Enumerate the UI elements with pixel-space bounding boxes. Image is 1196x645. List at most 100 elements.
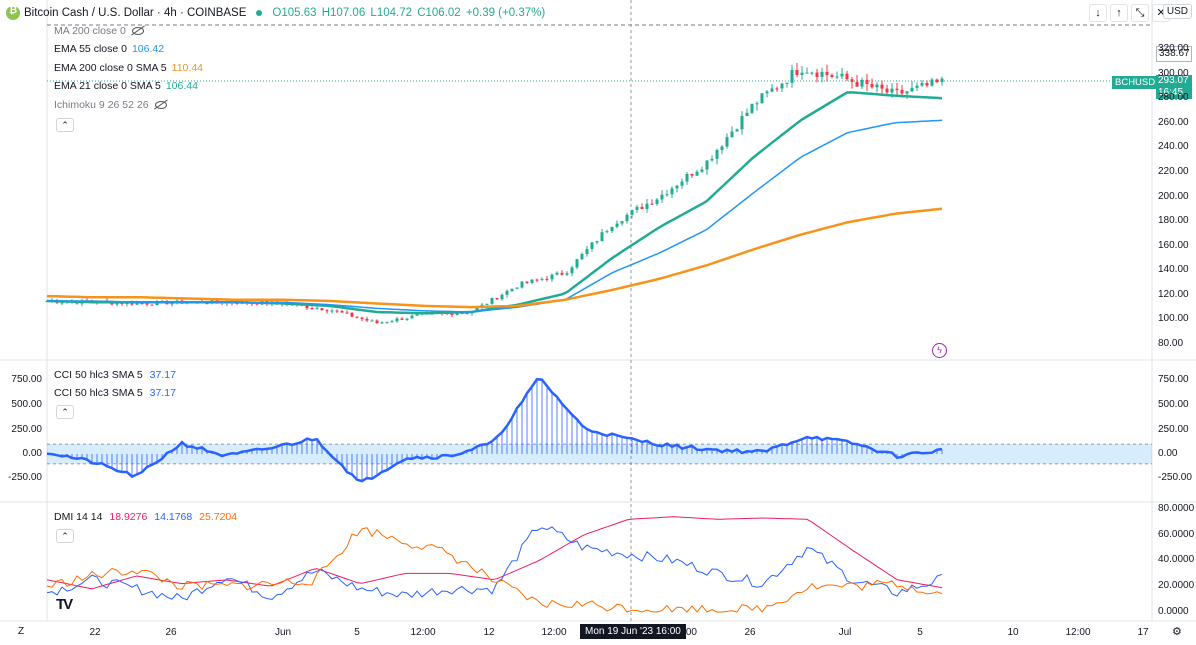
candle-body bbox=[750, 103, 754, 113]
candle-body bbox=[740, 116, 744, 130]
event-bolt-icon[interactable]: ϟ bbox=[932, 343, 947, 358]
legend-label: EMA 200 close 0 SMA 5 bbox=[54, 61, 167, 74]
candle-body bbox=[530, 279, 534, 283]
candle-body bbox=[885, 88, 889, 93]
z-label[interactable]: Z bbox=[18, 626, 25, 637]
candle-body bbox=[675, 185, 679, 189]
collapse-cci-legend-button[interactable]: ⌃ bbox=[56, 405, 74, 419]
legend-label: MA 200 close 0 bbox=[54, 25, 126, 37]
bitcoin-cash-logo-icon bbox=[6, 5, 20, 20]
eye-hidden-icon[interactable] bbox=[131, 27, 144, 36]
candle-body bbox=[710, 158, 714, 161]
eye-hidden-icon[interactable] bbox=[154, 100, 167, 109]
main-legend-row[interactable]: Ichimoku 9 26 52 26 bbox=[54, 96, 167, 114]
cci-line bbox=[46, 377, 943, 483]
candle-body bbox=[365, 318, 369, 321]
candle-body bbox=[540, 278, 544, 280]
main-legend-row[interactable]: EMA 200 close 0 SMA 5 110.44 bbox=[54, 59, 203, 77]
x-tick-label: 12 bbox=[483, 627, 495, 638]
dmi-legend[interactable]: DMI 14 14 18.9276 14.1768 25.7204 bbox=[54, 508, 237, 526]
candle-body bbox=[500, 294, 504, 300]
x-tick-label: 5 bbox=[354, 627, 360, 638]
candle-body bbox=[590, 242, 594, 249]
symbol-header: Bitcoin Cash / U.S. Dollar · 4h · COINBA… bbox=[6, 4, 547, 22]
main-legend-row[interactable]: EMA 21 close 0 SMA 5 106.44 bbox=[54, 77, 198, 95]
candle-body bbox=[140, 303, 144, 305]
candle-body bbox=[405, 318, 409, 320]
candle-body bbox=[560, 272, 564, 275]
y-tick-label: 140.00 bbox=[1158, 264, 1189, 276]
candle-body bbox=[640, 206, 644, 209]
dmi-y-tick-label: 80.0000 bbox=[1158, 503, 1195, 514]
candle-body bbox=[550, 274, 554, 280]
adx-value: 18.9276 bbox=[109, 511, 148, 523]
legend-value: 106.44 bbox=[165, 80, 198, 93]
move-down-icon[interactable]: ↓ bbox=[1089, 4, 1107, 22]
tradingview-logo[interactable]: TV bbox=[56, 596, 73, 613]
candle-body bbox=[890, 88, 894, 93]
candle-body bbox=[925, 82, 929, 86]
legend-label: Ichimoku 9 26 52 26 bbox=[54, 98, 149, 111]
y-tick-label: 240.00 bbox=[1158, 141, 1189, 153]
candle-body bbox=[615, 223, 619, 227]
x-tick-label: 12:00 bbox=[1065, 627, 1091, 638]
candle-body bbox=[115, 302, 119, 305]
main-legend-row[interactable]: MA 200 close 0 bbox=[54, 22, 144, 40]
candle-body bbox=[720, 146, 724, 151]
candle-body bbox=[660, 194, 664, 200]
cci-legend-2[interactable]: CCI 50 hlc3 SMA 5 37.17 bbox=[54, 384, 176, 402]
candle-body bbox=[830, 74, 834, 77]
candle-body bbox=[315, 308, 319, 310]
candle-body bbox=[170, 302, 174, 305]
symbol-title[interactable]: Bitcoin Cash / U.S. Dollar · 4h · COINBA… bbox=[24, 7, 247, 19]
candle-body bbox=[600, 232, 604, 242]
ema-line-ema-21 bbox=[46, 91, 943, 315]
x-tick-label: Jun bbox=[274, 627, 292, 638]
candle-body bbox=[810, 72, 814, 74]
currency-label[interactable]: USD bbox=[1162, 4, 1192, 19]
candle-body bbox=[135, 303, 139, 305]
move-up-icon[interactable]: ↑ bbox=[1110, 4, 1128, 22]
candle-body bbox=[730, 131, 734, 138]
candle-body bbox=[305, 305, 309, 309]
candle-body bbox=[680, 181, 684, 186]
candle-body bbox=[335, 310, 339, 312]
collapse-main-legend-button[interactable]: ⌃ bbox=[56, 118, 74, 132]
candle-body bbox=[130, 302, 134, 305]
collapse-pane-icon[interactable]: ⤡ bbox=[1131, 4, 1149, 22]
minus-di-value: 25.7204 bbox=[199, 511, 238, 523]
ema-line-ema-55 bbox=[47, 119, 943, 313]
top-price-label: 338.67 bbox=[1156, 46, 1192, 62]
candle-body bbox=[350, 312, 354, 317]
candle-body bbox=[800, 72, 804, 75]
bar-countdown: 16:45 bbox=[1158, 87, 1184, 98]
collapse-dmi-legend-button[interactable]: ⌃ bbox=[56, 529, 74, 543]
candle-body bbox=[875, 84, 879, 88]
candle-body bbox=[920, 82, 924, 86]
candle-body bbox=[495, 298, 499, 300]
candle-body bbox=[785, 82, 789, 84]
settings-gear-icon[interactable]: ⚙ bbox=[1172, 626, 1182, 638]
cci-y-tick-label-right: 500.00 bbox=[1158, 399, 1189, 410]
candle-body bbox=[935, 79, 939, 83]
dmi-line-adx bbox=[46, 516, 943, 590]
cci-legend-1[interactable]: CCI 50 hlc3 SMA 5 37.17 bbox=[54, 366, 176, 384]
candle-body bbox=[345, 312, 349, 314]
candle-body bbox=[755, 103, 759, 105]
close-value: C106.02 bbox=[417, 7, 461, 19]
cci-y-tick-label: 250.00 bbox=[11, 424, 42, 435]
x-tick-label: 10 bbox=[1007, 627, 1019, 638]
candle-body bbox=[535, 279, 539, 281]
candle-body bbox=[670, 188, 674, 195]
y-tick-label: 280.00 bbox=[1158, 92, 1189, 104]
y-tick-label: 200.00 bbox=[1158, 190, 1189, 202]
candle-body bbox=[515, 287, 519, 289]
candle-body bbox=[865, 79, 869, 85]
y-tick-label: 260.00 bbox=[1158, 116, 1189, 128]
main-legend-row[interactable]: EMA 55 close 0 106.42 bbox=[54, 40, 164, 58]
candle-body bbox=[545, 278, 549, 280]
candle-body bbox=[715, 150, 719, 159]
x-tick-label: Jul bbox=[838, 627, 852, 638]
candle-body bbox=[790, 70, 794, 83]
